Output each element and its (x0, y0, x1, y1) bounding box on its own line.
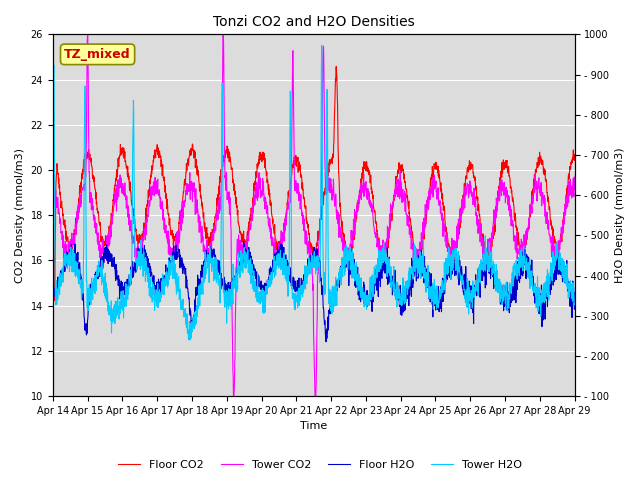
Tower H2O (318, 42, 326, 48)
Tower CO2 (312, 407, 319, 412)
Floor H2O (571, 306, 579, 312)
Tower H2O (303, 281, 310, 287)
Y-axis label: CO2 Density (mmol/m3): CO2 Density (mmol/m3) (15, 148, 25, 283)
Floor H2O (556, 271, 564, 277)
Tower H2O (460, 288, 468, 293)
Line: Floor H2O: Floor H2O (52, 241, 575, 342)
Y-axis label: H2O Density (mmol/m3): H2O Density (mmol/m3) (615, 147, 625, 283)
Floor CO2 (556, 239, 564, 245)
Floor CO2 (460, 181, 468, 187)
Floor CO2 (332, 63, 340, 69)
Tower CO2 (76, 205, 83, 211)
Floor H2O (460, 292, 468, 298)
Tower CO2 (556, 241, 564, 247)
Tower H2O (49, 247, 56, 252)
Line: Tower CO2: Tower CO2 (52, 31, 575, 409)
Floor H2O (323, 339, 330, 345)
Tower H2O (186, 337, 194, 343)
Floor CO2 (49, 159, 56, 165)
Line: Tower H2O: Tower H2O (52, 45, 575, 340)
Tower H2O (571, 302, 579, 308)
Tower H2O (76, 281, 83, 287)
Floor CO2 (51, 298, 58, 303)
Title: Tonzi CO2 and H2O Densities: Tonzi CO2 and H2O Densities (213, 15, 415, 29)
Tower CO2 (49, 195, 56, 201)
Tower H2O (556, 260, 564, 266)
Floor H2O (303, 275, 310, 280)
Floor H2O (76, 261, 83, 267)
Floor CO2 (571, 152, 579, 157)
Tower CO2 (460, 193, 468, 199)
Floor H2O (556, 251, 564, 256)
Floor CO2 (556, 238, 564, 244)
Floor H2O (49, 288, 56, 294)
Tower CO2 (571, 186, 579, 192)
Line: Floor CO2: Floor CO2 (52, 66, 575, 300)
X-axis label: Time: Time (300, 421, 327, 432)
Tower CO2 (220, 28, 227, 34)
Text: TZ_mixed: TZ_mixed (64, 48, 131, 61)
Floor CO2 (289, 162, 297, 168)
Legend: Floor CO2, Tower CO2, Floor H2O, Tower H2O: Floor CO2, Tower CO2, Floor H2O, Tower H… (113, 456, 527, 474)
Tower H2O (289, 290, 297, 296)
Floor H2O (240, 239, 248, 244)
Floor CO2 (303, 220, 310, 226)
Floor CO2 (76, 183, 83, 189)
Tower CO2 (556, 247, 564, 252)
Tower H2O (556, 251, 564, 256)
Floor H2O (289, 280, 297, 286)
Tower CO2 (289, 48, 297, 54)
Tower CO2 (303, 236, 310, 241)
